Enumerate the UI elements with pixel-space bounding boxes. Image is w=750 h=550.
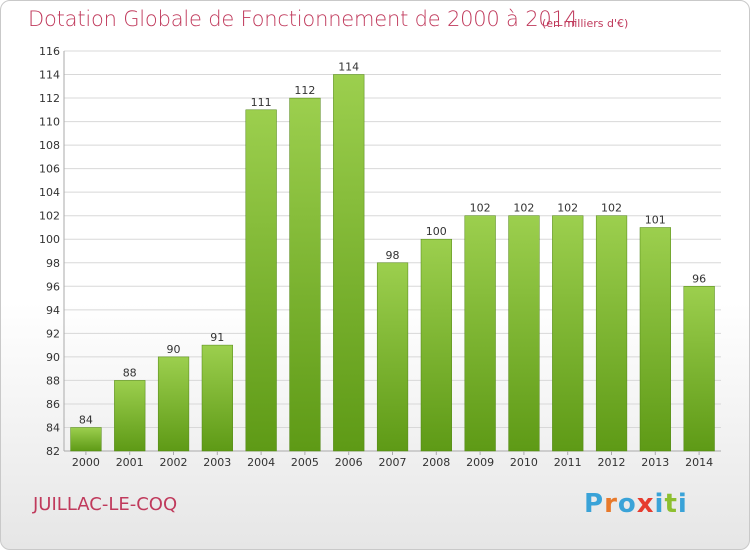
y-tick-label: 88 <box>46 374 60 387</box>
logo-letter: i <box>677 489 688 519</box>
bar-2014[interactable] <box>683 286 715 452</box>
data-label-2014: 96 <box>692 272 706 285</box>
proxiti-logo[interactable]: Proxiti <box>584 489 688 519</box>
data-label-2000: 84 <box>79 413 93 426</box>
logo-letter: i <box>654 489 665 519</box>
x-tick-label-2003: 2003 <box>203 456 231 469</box>
bar-2003[interactable] <box>201 344 233 452</box>
logo-letter: x <box>636 489 655 519</box>
bar-2008[interactable] <box>420 238 452 452</box>
y-tick-label: 96 <box>46 280 60 293</box>
x-tick-label-2010: 2010 <box>510 456 538 469</box>
x-tick-label-2009: 2009 <box>466 456 494 469</box>
bar-2011[interactable] <box>552 215 584 452</box>
x-tick-label-2000: 2000 <box>72 456 100 469</box>
y-tick-label: 106 <box>39 163 60 176</box>
y-tick-label: 84 <box>46 421 60 434</box>
data-label-2007: 98 <box>386 249 400 262</box>
commune-name: JUILLAC-LE-COQ <box>33 494 178 515</box>
data-label-2003: 91 <box>210 331 224 344</box>
y-tick-label: 110 <box>39 116 60 129</box>
bar-2006[interactable] <box>333 74 365 452</box>
x-tick-label-2002: 2002 <box>160 456 188 469</box>
bar-2004[interactable] <box>245 109 277 452</box>
y-tick-label: 102 <box>39 210 60 223</box>
y-tick-label: 98 <box>46 257 60 270</box>
logo-letter: r <box>604 489 618 519</box>
data-label-2008: 100 <box>426 225 447 238</box>
bar-2001[interactable] <box>114 380 146 452</box>
data-label-2004: 111 <box>251 96 272 109</box>
x-tick-label-2012: 2012 <box>598 456 626 469</box>
data-label-2006: 114 <box>338 61 359 74</box>
data-label-2005: 112 <box>294 84 315 97</box>
y-tick-label: 86 <box>46 398 60 411</box>
data-label-2013: 101 <box>645 213 666 226</box>
bar-2009[interactable] <box>464 215 496 452</box>
x-tick-label-2005: 2005 <box>291 456 319 469</box>
bar-2000[interactable] <box>70 427 102 452</box>
x-tick-label-2014: 2014 <box>685 456 713 469</box>
bar-2002[interactable] <box>157 356 190 452</box>
bar-2013[interactable] <box>639 227 671 452</box>
data-label-2011: 102 <box>557 202 578 215</box>
x-tick-label-2008: 2008 <box>422 456 450 469</box>
data-label-2010: 102 <box>513 202 534 215</box>
y-tick-label: 116 <box>39 45 60 58</box>
x-tick-label-2006: 2006 <box>335 456 363 469</box>
logo-letter: P <box>584 489 605 519</box>
data-label-2001: 88 <box>123 366 137 379</box>
y-tick-label: 114 <box>39 69 60 82</box>
x-tick-label-2007: 2007 <box>379 456 407 469</box>
y-tick-label: 94 <box>46 304 60 317</box>
x-tick-label-2011: 2011 <box>554 456 582 469</box>
data-label-2012: 102 <box>601 202 622 215</box>
chart-title: Dotation Globale de Fonctionnement de 20… <box>28 7 578 31</box>
bar-2007[interactable] <box>376 262 409 452</box>
x-tick-label-2004: 2004 <box>247 456 275 469</box>
bar-2005[interactable] <box>289 97 321 452</box>
y-tick-label: 82 <box>46 445 60 458</box>
y-tick-label: 108 <box>39 139 60 152</box>
bar-2010[interactable] <box>508 215 540 452</box>
y-tick-label: 92 <box>46 327 60 340</box>
y-tick-label: 90 <box>46 351 60 364</box>
x-tick-label-2013: 2013 <box>641 456 669 469</box>
logo-letter: o <box>617 489 637 519</box>
y-tick-label: 104 <box>39 186 60 199</box>
y-tick-label: 112 <box>39 92 60 105</box>
data-label-2009: 102 <box>470 202 491 215</box>
x-tick-label-2001: 2001 <box>116 456 144 469</box>
logo-letter: t <box>664 489 678 519</box>
data-label-2002: 90 <box>167 343 181 356</box>
chart-subtitle: (en milliers d'€) <box>542 17 629 30</box>
y-tick-label: 100 <box>39 233 60 246</box>
bar-2012[interactable] <box>595 215 628 452</box>
